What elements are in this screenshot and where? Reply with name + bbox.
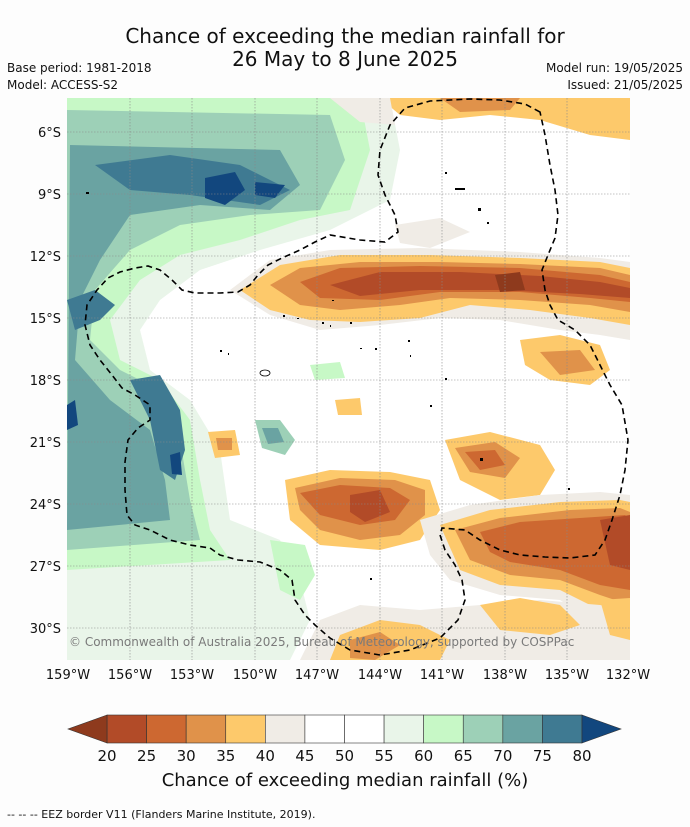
colorbar-tick-label: 75 (533, 747, 552, 765)
lat-tick-label: 18°S (30, 374, 61, 389)
colorbar-title: Chance of exceeding median rainfall (%) (161, 770, 529, 791)
colorbar-tick-label: 50 (335, 747, 354, 765)
colorbar-segment (185, 714, 227, 744)
map-title-line1: Chance of exceeding the median rainfall … (125, 24, 565, 48)
lat-tick-label: 12°S (30, 250, 61, 265)
colorbar-tick-label: 30 (177, 747, 196, 765)
lat-tick-label: 24°S (30, 498, 61, 513)
colorbar: 20 25 30 35 40 45 50 55 60 65 70 75 80 (67, 714, 622, 765)
lat-tick-label: 30°S (30, 622, 61, 637)
lon-tick-label: 135°W (545, 668, 589, 683)
colorbar-segment (146, 714, 187, 744)
issued-date: Issued: 21/05/2025 (567, 78, 683, 92)
colorbar-over-arrow (581, 714, 622, 744)
model-run: Model run: 19/05/2025 (545, 61, 683, 75)
lon-tick-label: 144°W (358, 668, 402, 683)
colorbar-tick-label: 70 (493, 747, 512, 765)
colorbar-segment (462, 714, 504, 744)
base-period: Base period: 1981-2018 (7, 61, 152, 75)
colorbar-under-arrow (67, 714, 108, 744)
lon-tick-label: 159°W (46, 668, 90, 683)
colorbar-tick-label: 60 (414, 747, 433, 765)
lon-tick-label: 153°W (170, 668, 214, 683)
lat-axis-labels: 6°S 9°S 12°S 15°S 18°S 21°S 24°S 27°S 30… (30, 126, 61, 637)
colorbar-segment (423, 714, 464, 744)
map-title-line2: 26 May to 8 June 2025 (232, 47, 458, 71)
lon-tick-label: 156°W (108, 668, 152, 683)
colorbar-tick-label: 55 (375, 747, 394, 765)
lat-tick-label: 21°S (30, 436, 61, 451)
lat-tick-label: 9°S (38, 188, 61, 203)
lat-tick-label: 15°S (30, 312, 61, 327)
colorbar-tick-label: 80 (572, 747, 591, 765)
colorbar-tick-label: 20 (97, 747, 116, 765)
rainfall-probability-field: © Commonwealth of Australia 2025, Bureau… (67, 98, 630, 660)
lon-tick-label: 141°W (420, 668, 464, 683)
colorbar-tick-label: 35 (216, 747, 235, 765)
lon-tick-label: 147°W (295, 668, 339, 683)
colorbar-segment (106, 714, 147, 744)
colorbar-segment (502, 714, 543, 744)
model-name: Model: ACCESS-S2 (7, 78, 119, 92)
lon-tick-label: 132°W (606, 668, 650, 683)
lon-axis-labels: 159°W 156°W 153°W 150°W 147°W 144°W 141°… (46, 668, 650, 683)
colorbar-tick-label: 65 (454, 747, 473, 765)
colorbar-tick-label: 45 (295, 747, 314, 765)
lat-lon-grid (67, 98, 630, 660)
colorbar-tick-label: 40 (256, 747, 275, 765)
lon-tick-label: 150°W (233, 668, 277, 683)
eez-border-line (84, 98, 629, 656)
colorbar-segment (383, 714, 424, 744)
colorbar-segment (542, 714, 583, 744)
lat-tick-label: 27°S (30, 560, 61, 575)
lon-tick-label: 138°W (483, 668, 527, 683)
colorbar-segment (344, 714, 385, 744)
islands (86, 172, 570, 580)
colorbar-segment (265, 714, 306, 744)
colorbar-segment (225, 714, 266, 744)
copyright-text: © Commonwealth of Australia 2025, Bureau… (69, 635, 574, 649)
eez-legend-text: -- -- -- EEZ border V11 (Flanders Marine… (7, 808, 316, 821)
lat-tick-label: 6°S (38, 126, 61, 141)
island-outline (259, 369, 271, 377)
colorbar-segment (304, 714, 345, 744)
colorbar-tick-label: 25 (137, 747, 156, 765)
